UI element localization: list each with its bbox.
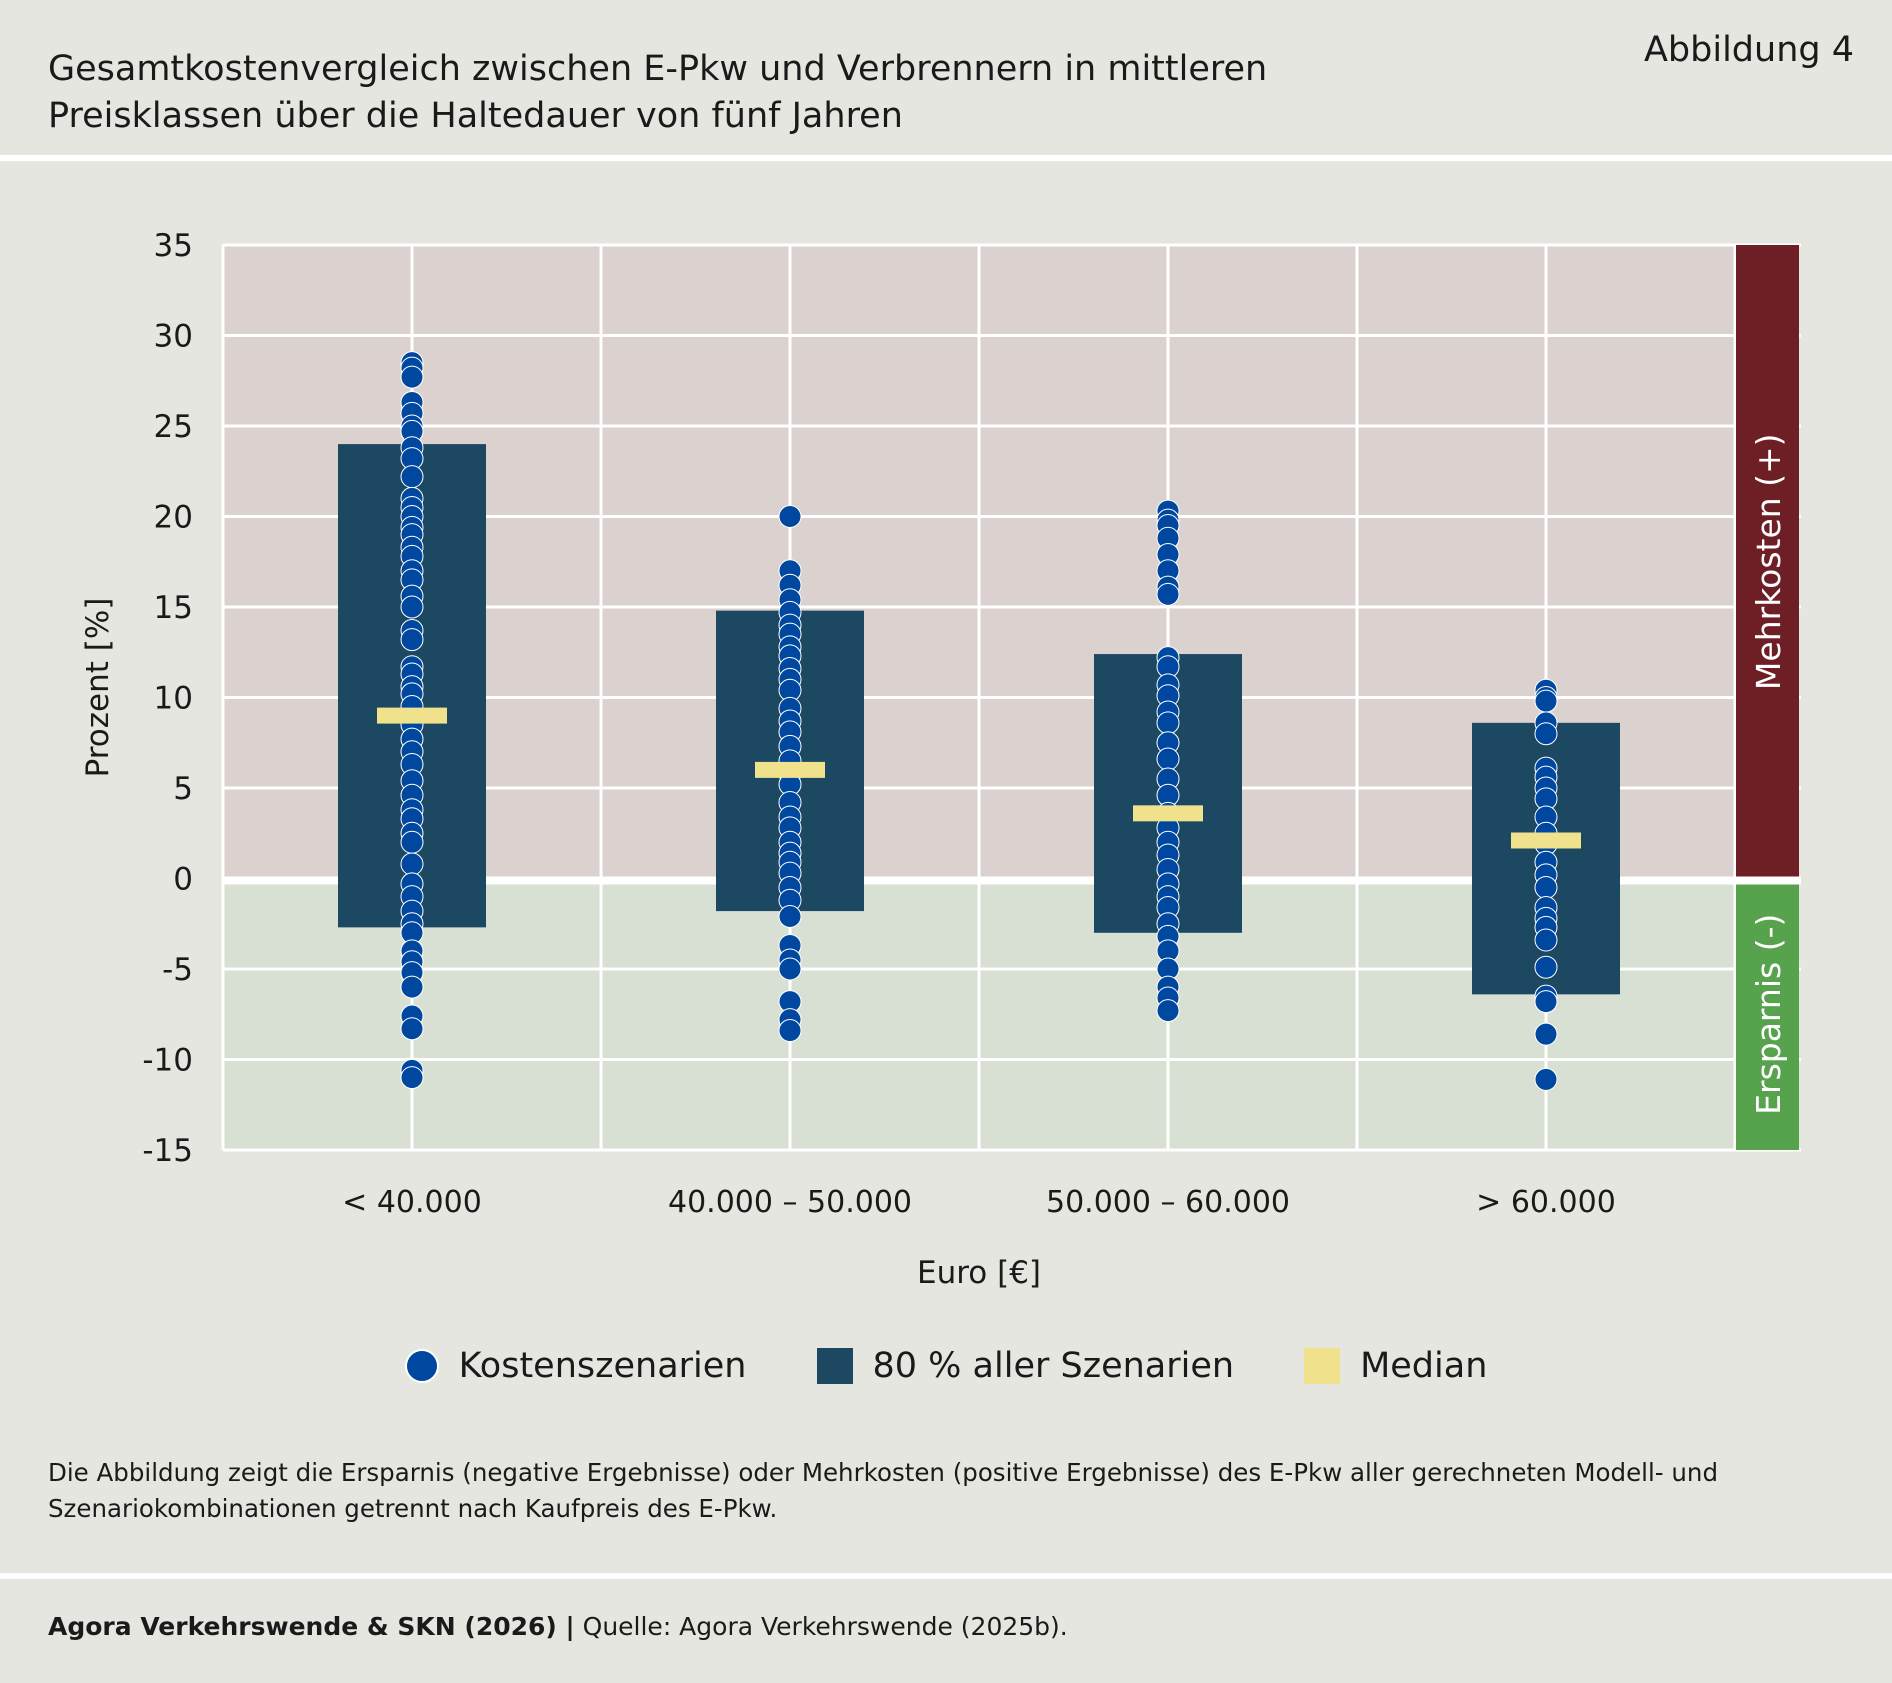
scenario-point <box>1156 999 1180 1023</box>
ersparnis-bar <box>1736 884 1799 1150</box>
legend-item-points: Kostenszenarien <box>404 1346 747 1386</box>
scenario-point <box>400 975 424 999</box>
scenario-point <box>1534 722 1558 746</box>
legend: Kostenszenarien 80 % aller Szenarien Med… <box>0 1346 1892 1386</box>
scenario-point <box>400 628 424 652</box>
title-line-2: Preisklassen über die Haltedauer von fün… <box>48 96 903 136</box>
x-tick-label: 50.000 – 60.000 <box>1046 1185 1290 1220</box>
legend-label: Kostenszenarien <box>458 1346 747 1386</box>
scenario-point <box>1534 1022 1558 1046</box>
chart: Mehrkosten (+) Ersparnis (-) 35 30 25 20 15 10 5… <box>80 228 1801 1291</box>
scenario-point <box>1156 747 1180 771</box>
footer: Agora Verkehrswende & SKN (2026) | Quell… <box>48 1612 1068 1641</box>
scenario-point <box>1534 1067 1558 1091</box>
y-tick-label: -15 <box>142 1133 193 1169</box>
x-tick-label: > 60.000 <box>1476 1185 1616 1220</box>
legend-item-range: 80 % aller Szenarien <box>816 1346 1235 1386</box>
scenario-point <box>400 365 424 389</box>
header: Gesamtkostenvergleich zwischen E-Pkw und… <box>0 0 1892 155</box>
scenario-point <box>1156 582 1180 606</box>
scenario-point <box>778 1019 802 1043</box>
scenario-point <box>400 830 424 854</box>
divider <box>0 1573 1892 1579</box>
legend-item-median: Median <box>1304 1346 1487 1386</box>
scenario-point <box>400 852 424 876</box>
y-tick-label: 20 <box>154 500 193 536</box>
figure-label: Abbildung 4 <box>1643 30 1854 70</box>
scenario-point <box>1156 711 1180 735</box>
scenario-point <box>778 957 802 981</box>
divider <box>0 155 1892 161</box>
scenario-point <box>1534 928 1558 952</box>
scenario-point <box>1534 955 1558 979</box>
ersparnis-label: Ersparnis (-) <box>1749 914 1788 1115</box>
scenario-point <box>400 595 424 619</box>
legend-label: 80 % aller Szenarien <box>872 1346 1235 1386</box>
y-tick-label: 30 <box>154 319 193 355</box>
mehrkosten-bar <box>1736 245 1799 877</box>
scenario-point <box>778 905 802 929</box>
median-marker <box>755 761 825 778</box>
legend-square-icon <box>816 1348 853 1384</box>
median-marker <box>1133 805 1203 822</box>
footer-author: Agora Verkehrswende & SKN (2026) | <box>48 1612 575 1641</box>
mehrkosten-label: Mehrkosten (+) <box>1749 433 1788 690</box>
y-tick-label: -10 <box>142 1043 193 1079</box>
y-tick-label: 35 <box>154 228 193 264</box>
x-axis-label: Euro [€] <box>917 1255 1041 1291</box>
x-tick-label: 40.000 – 50.000 <box>668 1185 912 1220</box>
y-axis-label: Prozent [%] <box>80 598 116 778</box>
scenario-point <box>400 1066 424 1090</box>
scenario-point <box>1534 689 1558 713</box>
footer-source: Quelle: Agora Verkehrswende (2025b). <box>582 1612 1068 1641</box>
scenario-point <box>778 505 802 528</box>
median-marker <box>1511 832 1581 849</box>
scenario-point <box>400 465 424 489</box>
scenario-point <box>1534 990 1558 1014</box>
y-tick-label: -5 <box>162 952 193 988</box>
scenario-point <box>400 1017 424 1041</box>
y-tick-label: 25 <box>154 409 193 445</box>
y-tick-label: 15 <box>154 590 193 626</box>
y-tick-label: 0 <box>173 862 193 898</box>
y-tick-label: 5 <box>173 771 193 807</box>
median-marker <box>377 707 447 724</box>
scenario-point <box>1534 876 1558 900</box>
legend-dot-icon <box>404 1349 439 1383</box>
y-tick-label: 10 <box>154 681 193 717</box>
legend-median-icon <box>1304 1348 1341 1384</box>
chart-title: Gesamtkostenvergleich zwischen E-Pkw und… <box>48 46 1448 140</box>
title-line-1: Gesamtkostenvergleich zwischen E-Pkw und… <box>48 49 1268 89</box>
chart-note: Die Abbildung zeigt die Ersparnis (negat… <box>48 1458 1719 1523</box>
x-tick-label: < 40.000 <box>342 1185 482 1220</box>
legend-label: Median <box>1360 1346 1488 1386</box>
